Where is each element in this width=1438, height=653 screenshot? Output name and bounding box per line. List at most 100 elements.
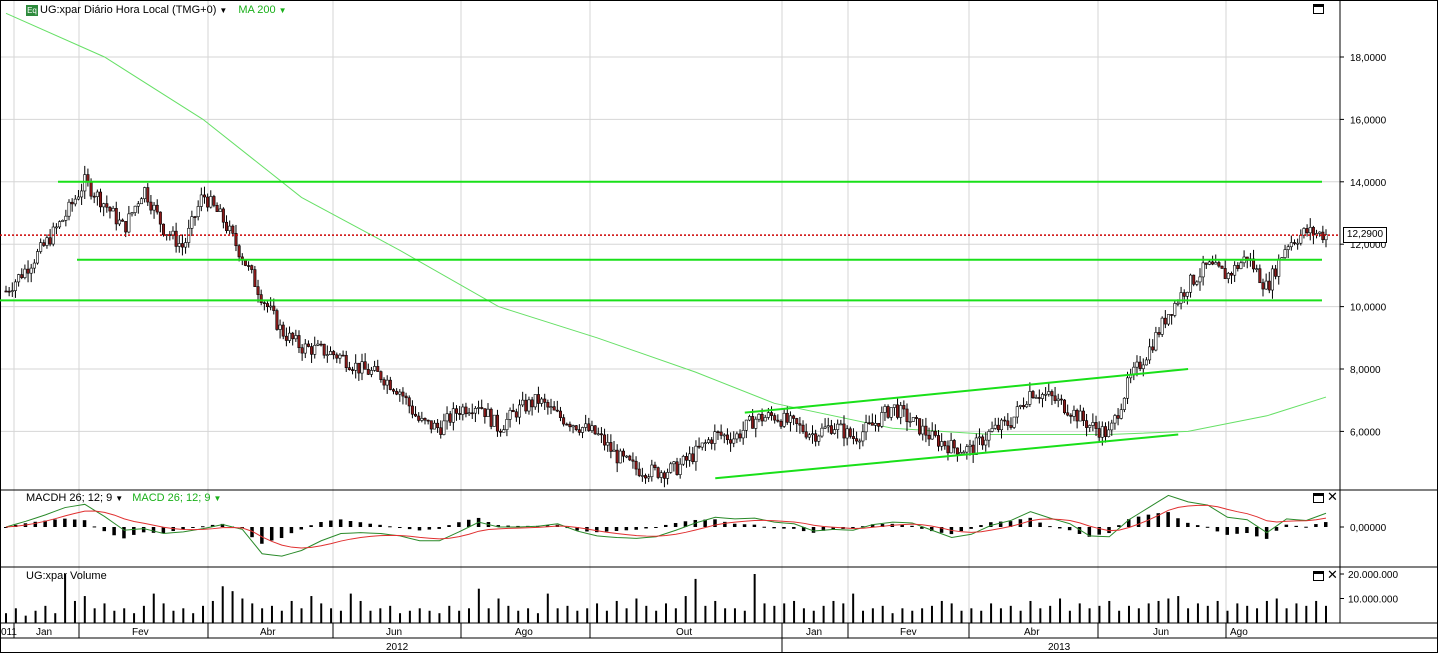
candle-body bbox=[1047, 391, 1051, 395]
candle-body bbox=[155, 204, 159, 213]
maximize-price-panel-button[interactable] bbox=[1313, 4, 1324, 14]
volume-label[interactable]: UG:xpar Volume bbox=[26, 570, 107, 582]
macd-histogram-bar bbox=[998, 521, 1003, 527]
macd-histogram-bar bbox=[329, 520, 333, 527]
close-volume-panel-icon[interactable]: ✕ bbox=[1327, 567, 1338, 582]
volume-bar bbox=[881, 605, 884, 623]
candle-body bbox=[1211, 261, 1215, 265]
candle-body bbox=[1003, 419, 1007, 422]
volume-bar bbox=[783, 603, 786, 623]
ma-indicator-label[interactable]: MA 200 bbox=[238, 4, 276, 16]
candle-body bbox=[448, 413, 452, 423]
candle-body bbox=[404, 395, 408, 399]
candle-body bbox=[584, 423, 588, 428]
candle-body bbox=[234, 232, 238, 247]
candle-body bbox=[675, 461, 679, 475]
candle-body bbox=[817, 435, 821, 442]
candle-body bbox=[877, 422, 881, 427]
candle-body bbox=[754, 418, 758, 429]
candle-body bbox=[596, 433, 600, 436]
price-tick-label: 14,0000 bbox=[1350, 178, 1387, 189]
month-tick-label: Abr bbox=[1024, 627, 1040, 638]
candle-body bbox=[347, 367, 351, 370]
candle-body bbox=[231, 225, 235, 234]
volume-bar bbox=[418, 608, 421, 623]
candle-body bbox=[180, 243, 184, 248]
candle-body bbox=[1270, 268, 1274, 291]
candle-body bbox=[202, 194, 206, 198]
candle-body bbox=[911, 417, 915, 422]
candle-body bbox=[36, 251, 40, 264]
volume-bar bbox=[330, 608, 333, 623]
candle-body bbox=[360, 361, 364, 374]
macd-histogram-bar bbox=[910, 525, 914, 527]
candle-body bbox=[546, 402, 550, 408]
volume-bar bbox=[674, 608, 677, 623]
macd-line bbox=[5, 494, 1327, 557]
candle-body bbox=[4, 290, 8, 293]
volume-bar bbox=[211, 600, 214, 623]
candle-body bbox=[1233, 265, 1237, 276]
volume-bar bbox=[1256, 608, 1259, 623]
macd-histogram-bar bbox=[595, 527, 599, 533]
title-dropdown-icon[interactable]: ▼ bbox=[219, 6, 228, 15]
macd-histogram-bar bbox=[811, 527, 816, 533]
candle-body bbox=[373, 366, 377, 371]
candle-body bbox=[432, 422, 436, 430]
candle-body bbox=[395, 390, 399, 395]
trend-channel-lines bbox=[715, 368, 1189, 480]
candle-body bbox=[80, 190, 84, 198]
ma200-path bbox=[5, 12, 1327, 436]
candle-body bbox=[39, 242, 43, 252]
candle-body bbox=[710, 439, 714, 444]
candle-body bbox=[902, 405, 906, 410]
macd-label[interactable]: MACD 26; 12; 9 bbox=[132, 492, 211, 504]
maximize-macd-panel-button[interactable] bbox=[1313, 493, 1324, 503]
candle-body bbox=[896, 404, 900, 418]
macd-histogram-bar bbox=[122, 527, 126, 539]
macd-histogram-bar bbox=[1028, 517, 1032, 527]
macd-histogram-bar bbox=[1038, 522, 1042, 527]
ma-dropdown-icon[interactable]: ▼ bbox=[278, 6, 287, 15]
candle-body bbox=[990, 428, 994, 432]
macd-dropdown-icon[interactable]: ▼ bbox=[213, 494, 222, 503]
candle-body bbox=[1236, 265, 1240, 269]
volume-bar bbox=[960, 610, 963, 623]
candle-body bbox=[243, 260, 247, 266]
candle-body bbox=[54, 226, 58, 229]
candle-body bbox=[1173, 303, 1177, 316]
macd-histogram-bar bbox=[792, 527, 796, 529]
macdh-dropdown-icon[interactable]: ▼ bbox=[115, 494, 124, 503]
candle-body bbox=[776, 419, 780, 422]
close-macd-panel-icon[interactable]: ✕ bbox=[1327, 489, 1338, 504]
volume-bar bbox=[852, 593, 855, 623]
candle-body bbox=[95, 191, 99, 197]
volume-bar bbox=[1275, 598, 1278, 623]
maximize-volume-panel-button[interactable] bbox=[1313, 571, 1324, 581]
candle-body bbox=[1207, 261, 1211, 265]
candle-body bbox=[206, 196, 210, 208]
macdh-label[interactable]: MACDH 26; 12; 9 bbox=[26, 492, 113, 504]
volume-bar bbox=[645, 605, 648, 623]
volume-bar bbox=[369, 610, 372, 623]
macd-histogram-bar bbox=[752, 524, 757, 527]
candle-body bbox=[108, 206, 112, 212]
candle-body bbox=[1122, 397, 1126, 410]
equity-icon[interactable]: Eq bbox=[26, 4, 38, 16]
volume-bar bbox=[339, 610, 342, 623]
candle-body bbox=[955, 447, 959, 455]
candle-body bbox=[215, 205, 219, 212]
volume-bar bbox=[448, 605, 451, 623]
volume-bar bbox=[221, 586, 224, 623]
candle-body bbox=[946, 445, 950, 454]
candle-body bbox=[86, 174, 90, 182]
macd-histogram-bar bbox=[939, 527, 944, 533]
candle-body bbox=[647, 476, 651, 479]
candle-body bbox=[914, 417, 918, 419]
macd-histogram-bar bbox=[801, 527, 806, 532]
candle-body bbox=[508, 410, 512, 420]
candle-body bbox=[1094, 422, 1098, 429]
volume-bar bbox=[980, 610, 983, 623]
candle-body bbox=[732, 438, 736, 444]
